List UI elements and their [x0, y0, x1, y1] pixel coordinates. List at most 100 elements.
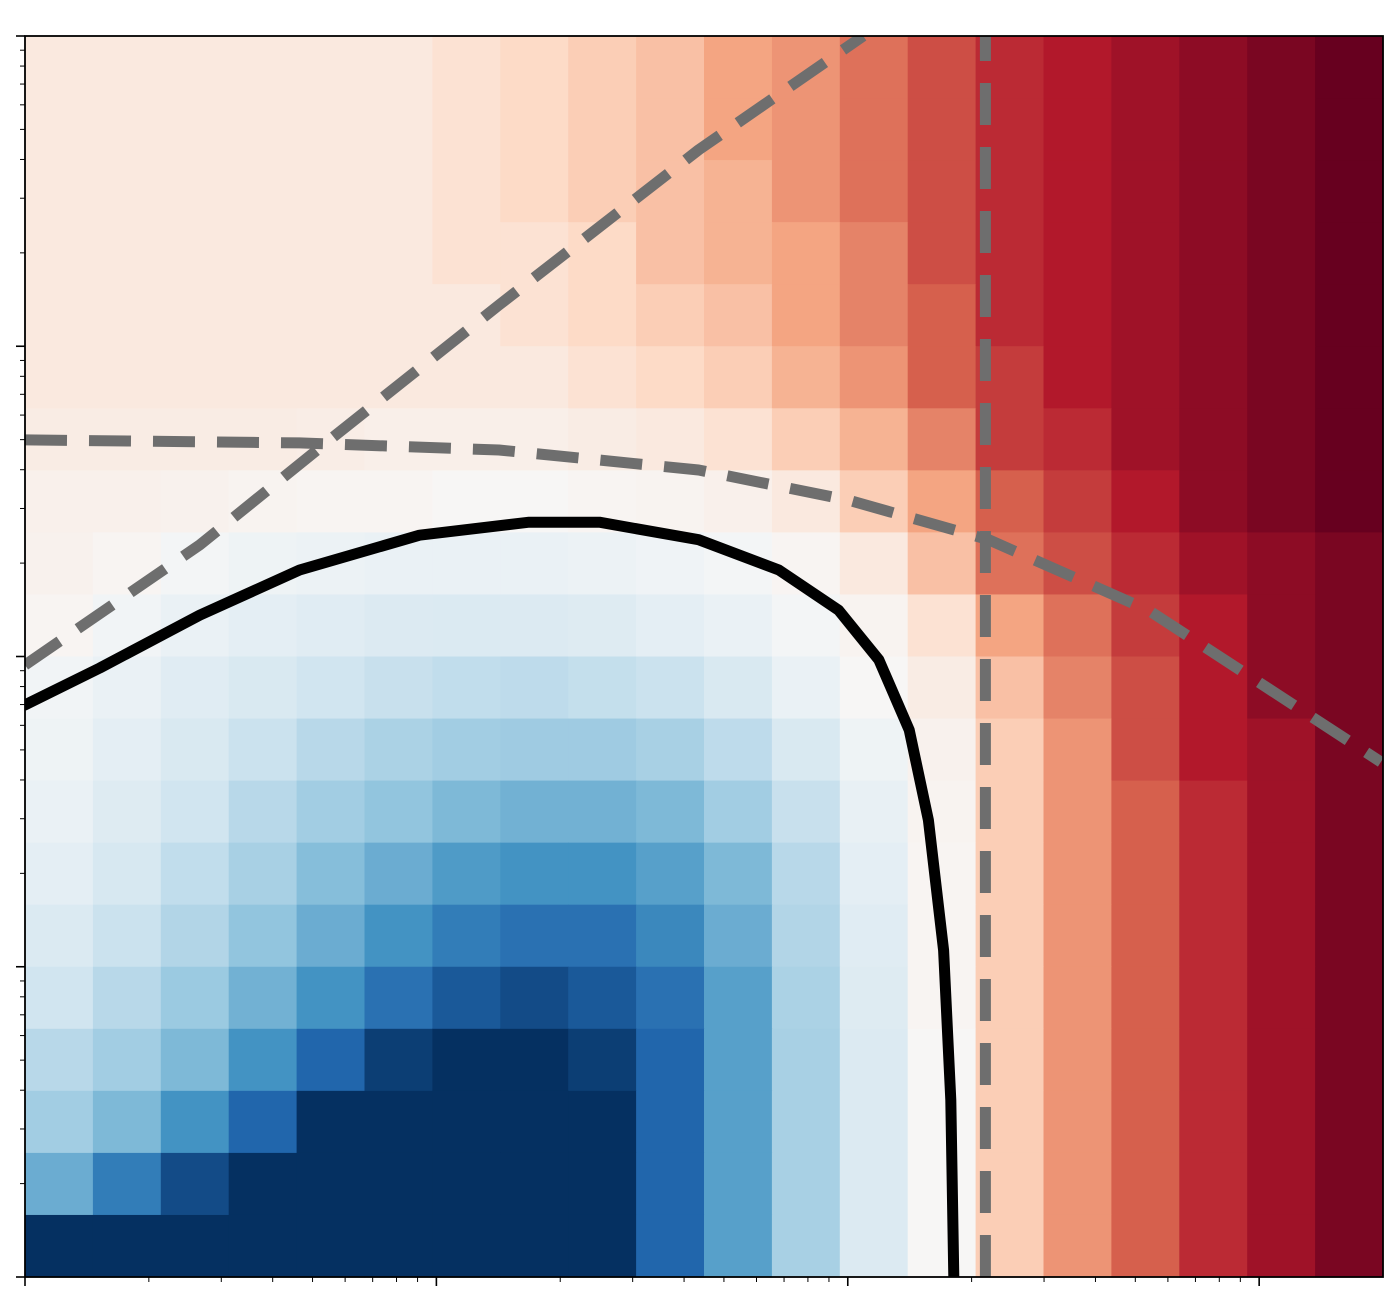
heatmap-cell — [92, 718, 162, 782]
heatmap-cell — [704, 718, 773, 782]
heatmap-cell — [92, 470, 162, 533]
heatmap-cell — [568, 1152, 637, 1216]
heatmap-cell — [228, 98, 298, 161]
heatmap-cell — [296, 966, 366, 1030]
heatmap-cell — [839, 1214, 909, 1278]
heatmap-cell — [500, 842, 569, 906]
heatmap-cell — [92, 346, 162, 409]
heatmap-cell — [636, 904, 705, 968]
heatmap-cell — [25, 160, 94, 223]
heatmap-cell — [907, 1090, 977, 1154]
heatmap-cell — [228, 842, 298, 906]
heatmap-cell — [160, 842, 230, 906]
heatmap-cell — [568, 966, 637, 1030]
heatmap-cell — [1043, 408, 1112, 471]
heatmap-cell — [1111, 98, 1180, 161]
heatmap-cell — [704, 1028, 773, 1092]
heatmap-cell — [1043, 656, 1112, 720]
heatmap-cell — [1315, 408, 1384, 471]
heatmap-cell — [568, 36, 637, 99]
heatmap-cell — [1179, 222, 1248, 285]
heatmap-cell — [92, 160, 162, 223]
heatmap-cell — [1315, 780, 1384, 844]
heatmap-cell — [1043, 470, 1112, 533]
heatmap-cell — [771, 1214, 841, 1278]
heatmap-cell — [92, 904, 162, 968]
heatmap-cell — [92, 98, 162, 161]
heatmap-cell — [228, 966, 298, 1030]
heatmap-cell — [1315, 594, 1384, 658]
contour-line — [25, 516, 960, 1277]
heatmap-cell — [704, 36, 773, 99]
heatmap-cell — [1315, 36, 1384, 99]
heatmap-cell — [1179, 1214, 1248, 1278]
heatmap-cell — [228, 160, 298, 223]
heatmap-cell — [771, 36, 841, 99]
heatmap-cell — [1247, 718, 1316, 782]
heatmap-cell — [839, 718, 909, 782]
heatmap-cell — [432, 98, 501, 161]
heatmap-cell — [25, 718, 94, 782]
heatmap-cell — [1247, 1152, 1316, 1216]
heatmap-cell — [500, 780, 569, 844]
heatmap-cell — [92, 1152, 162, 1216]
heatmap-cell — [296, 594, 366, 658]
heatmap-cell — [296, 98, 366, 161]
heatmap-cell — [296, 656, 366, 720]
heatmap-cell — [25, 842, 94, 906]
heatmap-cell — [92, 1090, 162, 1154]
heatmap-cell — [1315, 904, 1384, 968]
heatmap-cell — [1247, 98, 1316, 161]
heatmap-cell — [160, 718, 230, 782]
heatmap-cell — [1111, 532, 1180, 596]
heatmap-cell — [907, 346, 977, 409]
heatmap-cell — [296, 718, 366, 782]
heatmap-cell — [839, 904, 909, 968]
heatmap-cell — [364, 904, 433, 968]
heatmap-cell — [25, 1028, 94, 1092]
heatmap-cell — [25, 1214, 94, 1278]
heatmap-cell — [1315, 160, 1384, 223]
heatmap-cell — [228, 780, 298, 844]
heatmap-cell — [1247, 532, 1316, 596]
heatmap-cell — [839, 780, 909, 844]
heatmap-cell — [1315, 98, 1384, 161]
heatmap-cell — [1043, 160, 1112, 223]
dashed-line — [25, 36, 867, 670]
heatmap-cell — [907, 284, 977, 347]
heatmap-cell — [1111, 656, 1180, 720]
heatmap-cell — [568, 284, 637, 347]
heatmap-cell — [228, 904, 298, 968]
heatmap-cell — [636, 1090, 705, 1154]
heatmap-cell — [25, 36, 94, 99]
heatmap-cell — [1179, 160, 1248, 223]
heatmap-cell — [25, 904, 94, 968]
heatmap-cell — [25, 780, 94, 844]
heatmap-cell — [1043, 594, 1112, 658]
heatmap-cell — [1247, 284, 1316, 347]
heatmap-cell — [1179, 36, 1248, 99]
heatmap-cell — [296, 160, 366, 223]
heatmap-cell — [771, 718, 841, 782]
heatmap-cell — [500, 904, 569, 968]
heatmap-cell — [907, 408, 977, 471]
heatmap-cell — [1043, 1214, 1112, 1278]
heatmap-cell — [228, 346, 298, 409]
heatmap-cell — [364, 594, 433, 658]
heatmap-cell — [296, 1214, 366, 1278]
heatmap-cell — [1179, 966, 1248, 1030]
heatmap-cell — [160, 284, 230, 347]
heatmap-cell — [500, 1152, 569, 1216]
heatmap-cell — [1111, 160, 1180, 223]
heatmap-cell — [364, 656, 433, 720]
heatmap-cell — [432, 1028, 501, 1092]
heatmap-cell — [704, 346, 773, 409]
heatmap-cell — [500, 1028, 569, 1092]
heatmap-cell — [500, 966, 569, 1030]
heatmap-cell — [1111, 904, 1180, 968]
heatmap-cell — [25, 98, 94, 161]
heatmap-cell — [1111, 284, 1180, 347]
heatmap-cell — [1247, 904, 1316, 968]
heatmap-cell — [1043, 98, 1112, 161]
